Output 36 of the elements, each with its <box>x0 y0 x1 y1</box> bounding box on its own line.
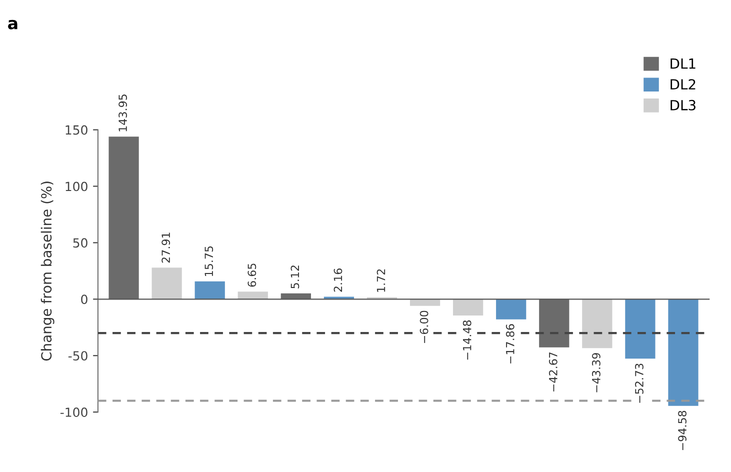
y-tick-label: 0 <box>81 294 88 304</box>
bar <box>582 299 612 348</box>
y-tick-label: -100 <box>60 408 88 417</box>
bar <box>625 299 656 359</box>
legend-label: DL3 <box>670 100 696 110</box>
data-label: −52.73 <box>635 364 644 403</box>
data-label: −42.67 <box>548 352 558 392</box>
legend-label: DL2 <box>670 79 696 90</box>
y-tick-label: -50 <box>68 351 88 361</box>
data-label: 15.75 <box>204 246 214 276</box>
data-label: −94.58 <box>678 410 686 450</box>
bar <box>496 299 526 320</box>
data-label: 6.65 <box>248 264 256 287</box>
y-tick-label: 100 <box>66 182 88 192</box>
y-tick-label: 50 <box>73 238 88 248</box>
data-label: 1.72 <box>376 269 386 292</box>
bar <box>152 268 182 300</box>
bar <box>410 299 440 306</box>
data-label: 27.91 <box>162 232 170 263</box>
legend-label: DL1 <box>670 58 696 69</box>
data-label: −14.48 <box>462 320 472 360</box>
data-label: 143.95 <box>118 94 127 132</box>
data-label: −6.00 <box>420 310 428 343</box>
y-tick-label: 150 <box>66 125 88 135</box>
text: a <box>8 20 18 30</box>
y-axis-title: Change from baseline (%) <box>40 182 54 361</box>
data-label: 5.12 <box>290 266 300 288</box>
bar <box>194 281 225 300</box>
data-label: −17.86 <box>506 324 514 364</box>
bar <box>539 299 570 348</box>
data-label: 2.16 <box>334 268 342 292</box>
data-label: −43.39 <box>592 353 600 392</box>
bar <box>238 292 268 300</box>
bar <box>668 299 698 406</box>
bar <box>108 136 139 300</box>
bar <box>453 299 484 316</box>
